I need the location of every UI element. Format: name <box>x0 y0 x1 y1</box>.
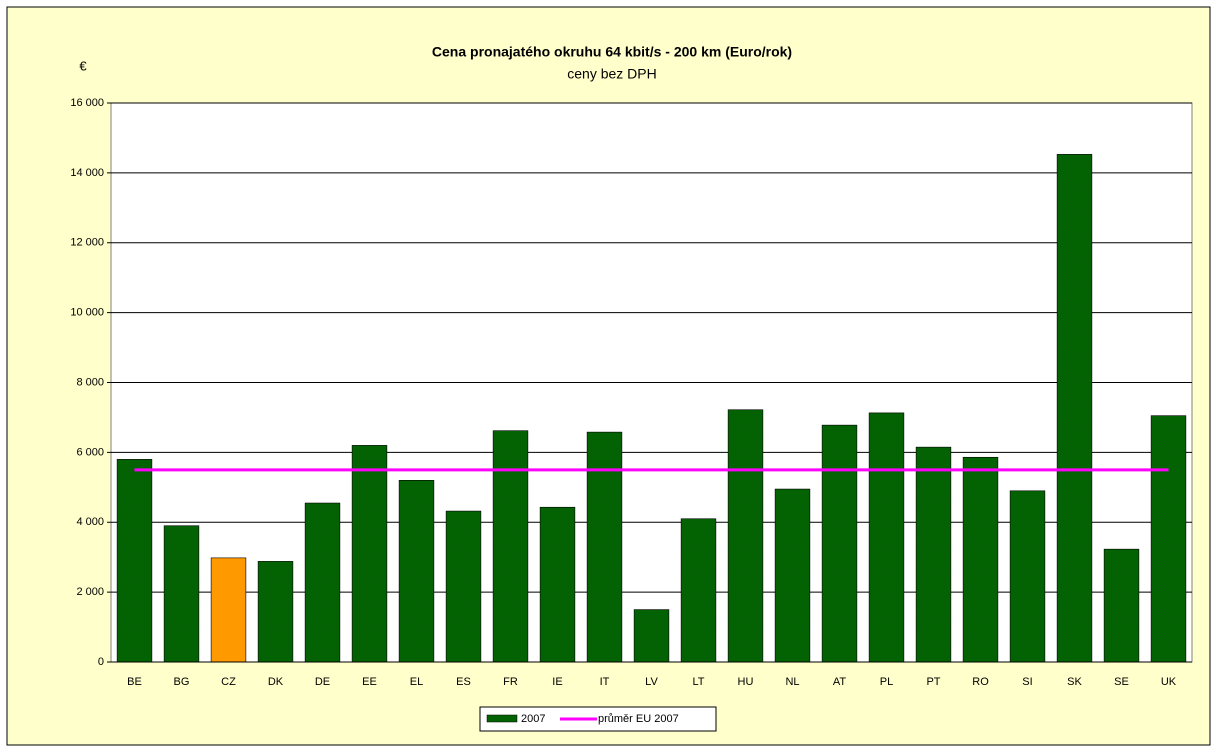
y-tick-label: 2 000 <box>76 586 104 598</box>
bar <box>257 561 294 663</box>
legend-label: 2007 <box>521 713 545 725</box>
bar <box>116 459 153 663</box>
bar <box>1103 548 1140 663</box>
bar <box>868 412 905 663</box>
chart-subtitle: ceny bez DPH <box>567 66 656 82</box>
x-tick-label: CZ <box>221 676 236 688</box>
x-tick-label: LV <box>645 676 658 688</box>
y-tick-label: 12 000 <box>70 237 104 249</box>
bar <box>492 430 529 663</box>
x-tick-label: UK <box>1161 676 1177 688</box>
x-tick-label: IT <box>600 676 610 688</box>
x-tick-label: BG <box>174 676 190 688</box>
bar <box>821 424 858 663</box>
y-tick-label: 14 000 <box>70 167 104 179</box>
x-tick-label: NL <box>785 676 799 688</box>
y-tick-label: 10 000 <box>70 307 104 319</box>
bar <box>774 488 811 663</box>
x-tick-label: ES <box>456 676 471 688</box>
bar <box>351 445 388 663</box>
x-tick-label: BE <box>127 676 142 688</box>
bar <box>1009 490 1046 663</box>
x-tick-label: LT <box>692 676 704 688</box>
y-axis-label: € <box>79 58 87 73</box>
x-tick-label: DE <box>315 676 330 688</box>
y-tick-label: 16 000 <box>70 97 104 109</box>
bar <box>586 431 623 663</box>
x-tick-label: PL <box>880 676 893 688</box>
bar <box>445 510 482 663</box>
x-tick-label: RO <box>972 676 989 688</box>
y-tick-label: 0 <box>98 656 104 668</box>
x-tick-label: PT <box>926 676 940 688</box>
bar <box>633 609 670 663</box>
x-tick-label: AT <box>833 676 847 688</box>
legend-swatch <box>486 714 518 723</box>
x-tick-label: SI <box>1022 676 1032 688</box>
bar <box>962 456 999 663</box>
legend-box <box>479 706 717 732</box>
bar <box>1150 415 1187 663</box>
bar <box>304 502 341 663</box>
x-tick-label: EE <box>362 676 377 688</box>
bar <box>680 518 717 663</box>
bar <box>210 557 247 663</box>
bar <box>1056 154 1093 663</box>
x-tick-label: IE <box>552 676 562 688</box>
x-tick-label: FR <box>503 676 518 688</box>
y-tick-label: 4 000 <box>76 516 104 528</box>
y-tick-label: 8 000 <box>76 376 104 388</box>
chart-title: Cena pronajatého okruhu 64 kbit/s - 200 … <box>432 44 792 60</box>
x-tick-label: SK <box>1067 676 1082 688</box>
legend-label: průměr EU 2007 <box>598 713 679 725</box>
x-tick-label: HU <box>738 676 754 688</box>
x-tick-label: EL <box>410 676 423 688</box>
bar <box>539 506 576 663</box>
x-tick-label: DK <box>268 676 284 688</box>
bar <box>915 446 952 663</box>
bar <box>163 525 200 663</box>
bar <box>727 409 764 663</box>
bar <box>398 480 435 663</box>
y-tick-label: 6 000 <box>76 446 104 458</box>
x-tick-label: SE <box>1114 676 1129 688</box>
